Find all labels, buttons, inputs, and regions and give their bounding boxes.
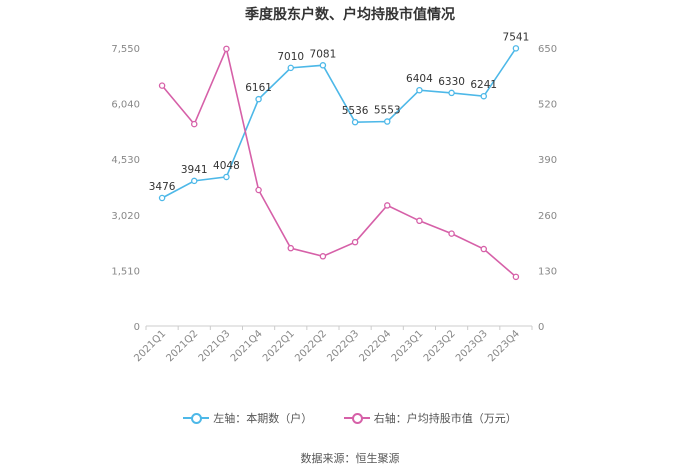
- right-axis-tick-label: 0: [538, 322, 544, 333]
- point-households: [158, 194, 166, 202]
- left-axis-tick-label: 3,020: [111, 211, 140, 222]
- point-market-value: [480, 245, 487, 253]
- left-axis-tick-label: 0: [134, 322, 140, 333]
- x-tick-label: 2023Q2: [422, 328, 458, 364]
- axes: 2021Q12021Q22021Q32021Q42022Q12022Q22022…: [111, 44, 557, 364]
- data-label: 5536: [342, 105, 369, 117]
- point-households: [287, 64, 294, 72]
- point-market-value: [223, 45, 230, 53]
- series-layer: [158, 45, 520, 281]
- data-label: 6330: [438, 76, 465, 88]
- point-households: [319, 62, 327, 69]
- legend-marker-market-value: [343, 412, 370, 424]
- data-label: 6404: [406, 73, 433, 85]
- point-market-value: [383, 202, 391, 209]
- legend-label-households: 左轴：本期数（户）: [213, 412, 313, 425]
- x-tick-label: 2023Q4: [486, 328, 522, 364]
- x-tick-label: 2022Q4: [358, 328, 394, 364]
- point-households: [223, 173, 230, 181]
- legend-item-market-value[interactable]: 右轴：户均持股市值（万元）: [343, 410, 517, 426]
- data-labels: 3476 3941 4048 6161 7010 7081 5536 5553 6404 6330…: [149, 31, 530, 193]
- left-axis-tick-label: 1,510: [111, 266, 140, 277]
- data-label: 3941: [181, 164, 208, 176]
- point-households: [255, 95, 262, 103]
- x-tick-label: 2023Q3: [454, 328, 490, 364]
- x-tick-label: 2023Q1: [390, 328, 426, 364]
- point-households: [480, 92, 487, 100]
- x-tick-label: 2021Q4: [229, 328, 265, 364]
- legend: 左轴：本期数（户） 右轴：户均持股市值（万元）: [0, 410, 700, 427]
- point-households: [351, 118, 359, 126]
- data-label: 7081: [310, 48, 337, 60]
- right-axis-tick-label: 650: [538, 44, 557, 55]
- legend-marker-households: [183, 412, 210, 424]
- point-market-value: [448, 230, 455, 237]
- chart-title: 季度股东户数、户均持股市值情况: [245, 7, 455, 23]
- data-label: 5553: [374, 105, 401, 117]
- x-tick-label: 2021Q1: [132, 328, 168, 364]
- data-label: 7541: [503, 31, 530, 43]
- data-source-note: 数据来源：恒生聚源: [300, 452, 400, 465]
- left-axis-tick-label: 7,550: [111, 44, 140, 55]
- data-label: 4048: [213, 160, 240, 172]
- right-axis-tick-label: 130: [538, 266, 557, 277]
- point-households: [190, 177, 198, 185]
- data-label: 3476: [149, 181, 176, 193]
- point-market-value: [190, 120, 198, 128]
- legend-label-market-value: 右轴：户均持股市值（万元）: [373, 412, 517, 425]
- point-market-value: [255, 186, 262, 194]
- x-tick-label: 2022Q2: [293, 328, 329, 364]
- right-axis-tick-label: 520: [538, 100, 557, 111]
- left-axis-tick-label: 4,530: [111, 155, 140, 166]
- x-tick-label: 2021Q2: [165, 328, 201, 364]
- x-tick-label: 2021Q3: [197, 328, 233, 364]
- data-label: 6161: [245, 82, 272, 94]
- point-households: [448, 89, 455, 97]
- point-market-value: [158, 82, 166, 89]
- series-line-households: [161, 47, 517, 199]
- x-tick-label: 2022Q3: [325, 328, 361, 364]
- legend-item-households[interactable]: 左轴：本期数（户）: [183, 410, 312, 426]
- right-axis-tick-label: 260: [538, 211, 557, 222]
- data-label: 6241: [470, 79, 497, 91]
- point-market-value: [319, 253, 327, 260]
- left-axis-tick-label: 6,040: [111, 100, 140, 111]
- data-label: 7010: [277, 51, 304, 63]
- right-axis-tick-label: 390: [538, 155, 557, 166]
- point-market-value: [287, 244, 294, 252]
- series-line-market-value: [161, 46, 517, 278]
- point-market-value: [351, 238, 359, 246]
- x-tick-label: 2022Q1: [261, 328, 297, 364]
- point-market-value: [512, 273, 520, 281]
- point-households: [416, 86, 423, 94]
- point-market-value: [416, 217, 423, 225]
- point-households: [512, 45, 520, 52]
- point-households: [383, 118, 391, 125]
